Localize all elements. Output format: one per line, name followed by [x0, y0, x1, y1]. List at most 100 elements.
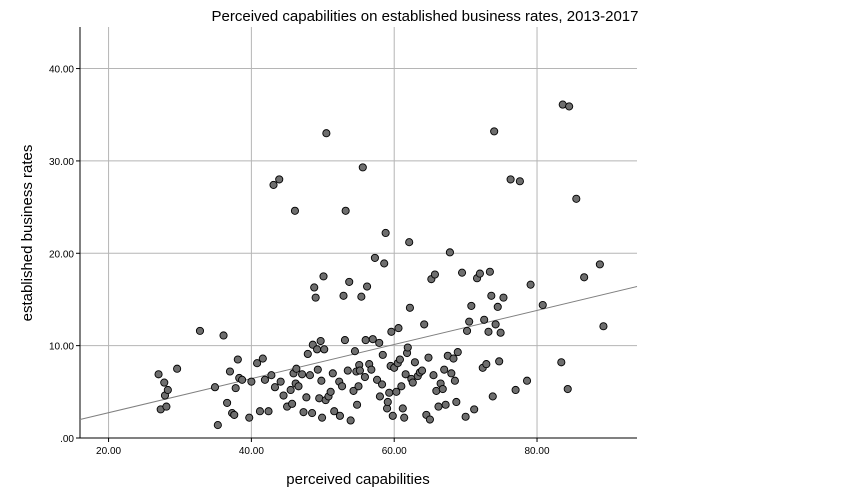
- data-point: [485, 267, 494, 276]
- data-point: [465, 317, 474, 326]
- x-tick-label: 80.00: [525, 446, 550, 457]
- data-point: [338, 382, 347, 391]
- data-point: [363, 282, 372, 291]
- data-point: [355, 366, 364, 375]
- data-point: [392, 387, 401, 396]
- data-point: [480, 315, 489, 324]
- data-point: [441, 400, 450, 409]
- data-point: [425, 415, 434, 424]
- data-point: [335, 411, 344, 420]
- data-point: [230, 410, 239, 419]
- data-point: [276, 377, 285, 386]
- data-point: [506, 175, 515, 184]
- data-point: [572, 194, 581, 203]
- data-point: [245, 413, 254, 422]
- data-point: [488, 392, 497, 401]
- data-point: [467, 301, 476, 310]
- data-point: [398, 404, 407, 413]
- data-point: [538, 300, 547, 310]
- data-point: [522, 376, 532, 385]
- data-point: [162, 402, 171, 411]
- data-point: [495, 357, 504, 366]
- data-point: [453, 348, 462, 357]
- data-point: [339, 291, 348, 300]
- data-point: [447, 369, 456, 378]
- data-point: [595, 260, 604, 269]
- data-point: [491, 320, 500, 329]
- data-point: [368, 335, 377, 344]
- data-point: [373, 375, 382, 384]
- data-point: [403, 343, 412, 352]
- data-point: [400, 413, 409, 422]
- data-point: [388, 411, 397, 420]
- data-point: [445, 248, 454, 257]
- data-point: [330, 407, 339, 416]
- points-layer: [154, 100, 608, 430]
- data-point: [424, 353, 433, 362]
- y-tick-label: 10.00: [49, 342, 74, 353]
- data-point: [349, 386, 358, 395]
- axis-layer: [76, 27, 637, 442]
- data-point: [322, 129, 331, 138]
- data-point: [408, 378, 417, 387]
- data-point: [317, 376, 326, 385]
- data-point: [565, 102, 574, 111]
- data-point: [557, 358, 566, 367]
- data-point: [225, 367, 235, 376]
- data-point: [354, 382, 363, 391]
- data-point: [255, 407, 265, 416]
- data-point: [238, 375, 247, 384]
- data-point: [286, 385, 295, 395]
- data-point: [279, 391, 288, 400]
- y-tick-label: 40.00: [49, 65, 74, 76]
- data-point: [305, 371, 314, 380]
- data-point: [430, 270, 439, 279]
- data-point: [361, 336, 370, 345]
- data-point: [563, 384, 572, 394]
- data-point: [580, 273, 589, 282]
- data-point: [461, 412, 470, 421]
- data-point: [438, 384, 447, 394]
- data-point: [515, 177, 524, 186]
- data-point: [260, 375, 270, 384]
- data-point: [247, 377, 256, 386]
- chart-title: Perceived capabilities on established bu…: [212, 8, 639, 25]
- data-point: [292, 364, 301, 373]
- data-point: [482, 360, 491, 369]
- data-point: [303, 349, 312, 359]
- data-point: [378, 380, 387, 389]
- data-point: [340, 336, 349, 345]
- data-point: [405, 303, 414, 312]
- data-point: [223, 398, 232, 407]
- data-point: [313, 365, 322, 374]
- data-point: [269, 180, 278, 189]
- data-point: [275, 175, 284, 184]
- data-point: [299, 408, 308, 417]
- data-point: [449, 354, 458, 363]
- y-tick-label: 20.00: [49, 249, 74, 260]
- data-point: [253, 359, 262, 368]
- data-point: [328, 369, 337, 378]
- data-point: [173, 364, 182, 373]
- data-point: [316, 336, 325, 346]
- data-point: [395, 355, 404, 364]
- data-point: [440, 365, 449, 374]
- data-point: [313, 345, 322, 354]
- data-point: [370, 253, 379, 262]
- data-point: [267, 371, 276, 380]
- data-point: [320, 345, 329, 354]
- data-point: [353, 400, 362, 409]
- data-point: [160, 378, 169, 387]
- data-point: [496, 328, 505, 337]
- data-point: [311, 293, 320, 302]
- data-point: [452, 397, 461, 407]
- data-point: [375, 392, 384, 401]
- data-point: [358, 163, 367, 172]
- data-point: [302, 393, 311, 402]
- data-point: [380, 259, 389, 268]
- data-point: [163, 385, 172, 395]
- data-point: [475, 269, 484, 278]
- data-point: [434, 402, 443, 411]
- data-point: [526, 280, 535, 289]
